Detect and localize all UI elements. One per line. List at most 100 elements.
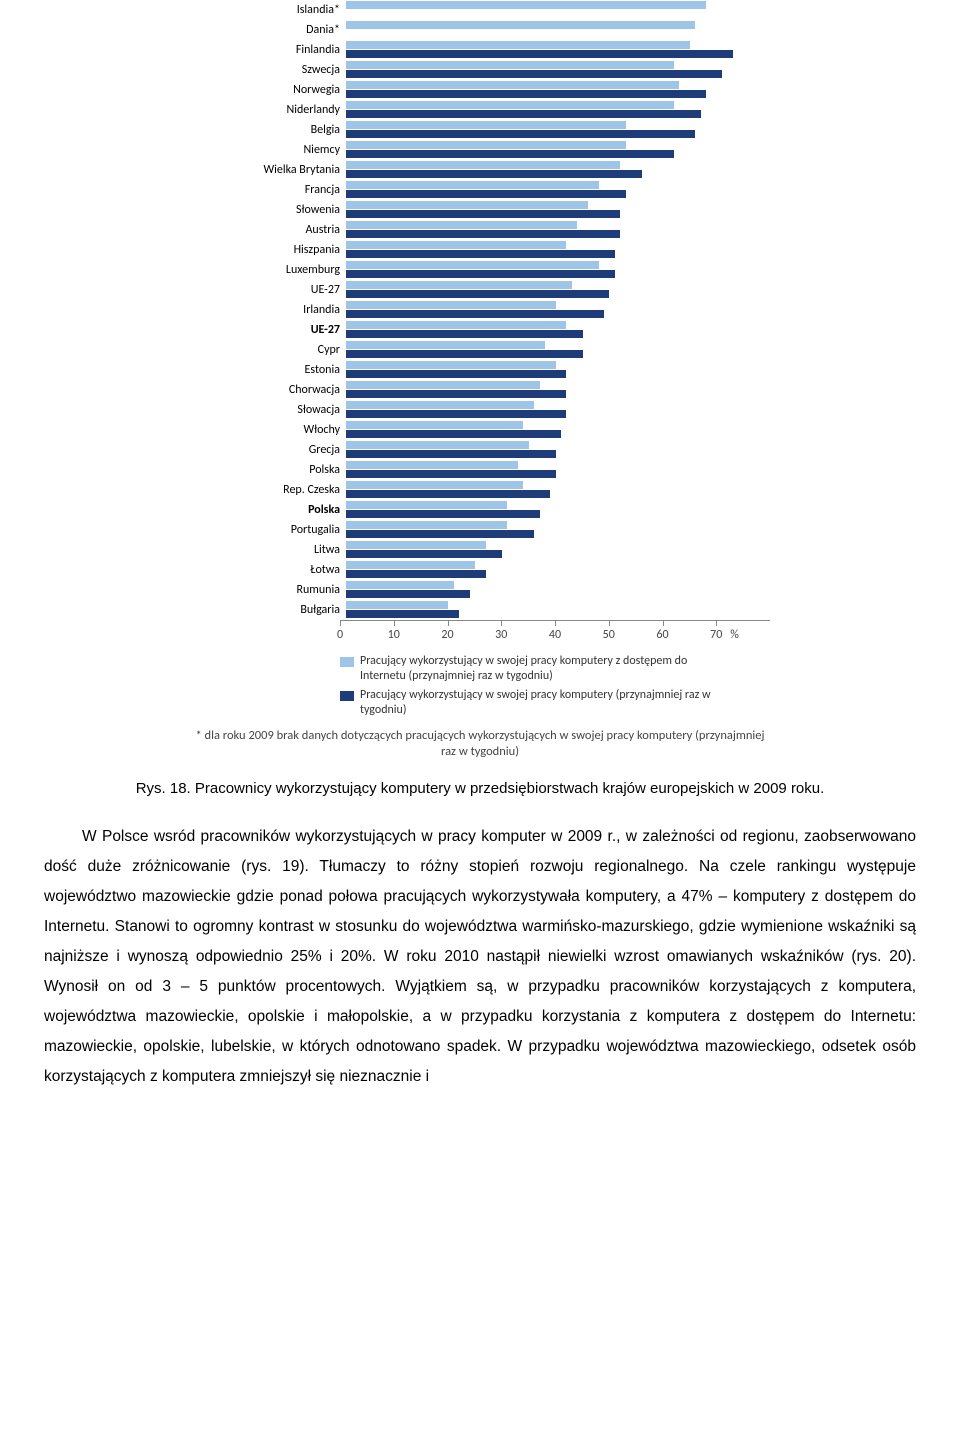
row-label: Polska (190, 504, 346, 516)
bar-light (346, 301, 556, 309)
chart-row: Polska (190, 500, 770, 520)
legend-item: Pracujący wykorzystujący w swojej pracy … (340, 654, 770, 684)
row-label: Portugalia (190, 524, 346, 536)
row-label: Norwegia (190, 84, 346, 96)
row-label: Bułgaria (190, 604, 346, 616)
row-label: Dania* (190, 24, 346, 36)
legend-swatch (340, 691, 354, 701)
bar-light (346, 81, 679, 89)
tick-label: 70 (710, 628, 722, 642)
row-label: Grecja (190, 444, 346, 456)
bar-light (346, 541, 486, 549)
chart-row: Słowenia (190, 200, 770, 220)
row-label: Niemcy (190, 144, 346, 156)
chart-row: Finlandia (190, 40, 770, 60)
chart-row: Niemcy (190, 140, 770, 160)
bar-light (346, 501, 507, 509)
bar-dark (346, 130, 695, 138)
percent-label: % (730, 628, 739, 642)
bar-dark (346, 90, 706, 98)
chart-row: Cypr (190, 340, 770, 360)
bar-light (346, 161, 620, 169)
chart-row: Niderlandy (190, 100, 770, 120)
row-label: Cypr (190, 344, 346, 356)
bar-chart-rows: Islandia* Dania* Finlandia Szwecja Norwegia N… (190, 0, 770, 620)
chart-row: Szwecja (190, 60, 770, 80)
chart-row: Norwegia (190, 80, 770, 100)
bar-dark (346, 590, 470, 598)
bar-dark (346, 370, 566, 378)
bar-light (346, 261, 599, 269)
bar-light (346, 581, 454, 589)
chart-row: Bułgaria (190, 600, 770, 620)
tick-label: 30 (495, 628, 507, 642)
row-label: Chorwacja (190, 384, 346, 396)
bar-dark (346, 350, 583, 358)
row-label: Litwa (190, 544, 346, 556)
tick-label: 50 (603, 628, 615, 642)
bar-dark (346, 210, 620, 218)
bar-dark (346, 510, 540, 518)
chart-row: UE-27 (190, 320, 770, 340)
tick-label: 60 (656, 628, 668, 642)
chart-row: Słowacja (190, 400, 770, 420)
bar-dark (346, 110, 701, 118)
bar-light (346, 61, 674, 69)
bar-light (346, 561, 475, 569)
bar-dark (346, 230, 620, 238)
row-label: Łotwa (190, 564, 346, 576)
chart-row: Chorwacja (190, 380, 770, 400)
bar-light (346, 421, 523, 429)
bar-dark (346, 150, 674, 158)
bar-dark (346, 250, 615, 258)
bar-dark (346, 490, 550, 498)
chart-row: Irlandia (190, 300, 770, 320)
chart-row: Rep. Czeska (190, 480, 770, 500)
row-label: Estonia (190, 364, 346, 376)
bar-light (346, 281, 572, 289)
bar-light (346, 1, 706, 9)
chart-row: Litwa (190, 540, 770, 560)
chart-row: Austria (190, 220, 770, 240)
bar-light (346, 401, 534, 409)
bar-light (346, 241, 566, 249)
chart-row: Luxemburg (190, 260, 770, 280)
bar-dark (346, 390, 566, 398)
chart-row: Wielka Brytania (190, 160, 770, 180)
bar-dark (346, 550, 502, 558)
row-label: Austria (190, 224, 346, 236)
bar-dark (346, 330, 583, 338)
chart-row: UE-27 (190, 280, 770, 300)
row-label: Belgia (190, 124, 346, 136)
bar-dark (346, 70, 722, 78)
tick-label: 40 (549, 628, 561, 642)
bar-light (346, 601, 448, 609)
tick-label: 10 (388, 628, 400, 642)
bar-dark (346, 50, 733, 58)
row-label: Włochy (190, 424, 346, 436)
legend-swatch (340, 657, 354, 667)
bar-light (346, 221, 577, 229)
bar-light (346, 481, 523, 489)
row-label: Hiszpania (190, 244, 346, 256)
chart-row: Rumunia (190, 580, 770, 600)
row-label: Francja (190, 184, 346, 196)
row-label: Luxemburg (190, 264, 346, 276)
chart-row: Islandia* (190, 0, 770, 20)
tick-label: 0 (337, 628, 343, 642)
chart-row: Estonia (190, 360, 770, 380)
chart-row: Portugalia (190, 520, 770, 540)
row-label: Wielka Brytania (190, 164, 346, 176)
bar-light (346, 201, 588, 209)
chart-row: Hiszpania (190, 240, 770, 260)
bar-dark (346, 190, 626, 198)
row-label: Islandia* (190, 4, 346, 16)
row-label: Szwecja (190, 64, 346, 76)
bar-dark (346, 290, 609, 298)
chart-row: Belgia (190, 120, 770, 140)
legend-text: Pracujący wykorzystujący w swojej pracy … (360, 654, 720, 684)
row-label: Słowacja (190, 404, 346, 416)
bar-light (346, 101, 674, 109)
bar-light (346, 521, 507, 529)
body-text-content: W Polsce wsród pracowników wykorzystując… (44, 828, 916, 1085)
